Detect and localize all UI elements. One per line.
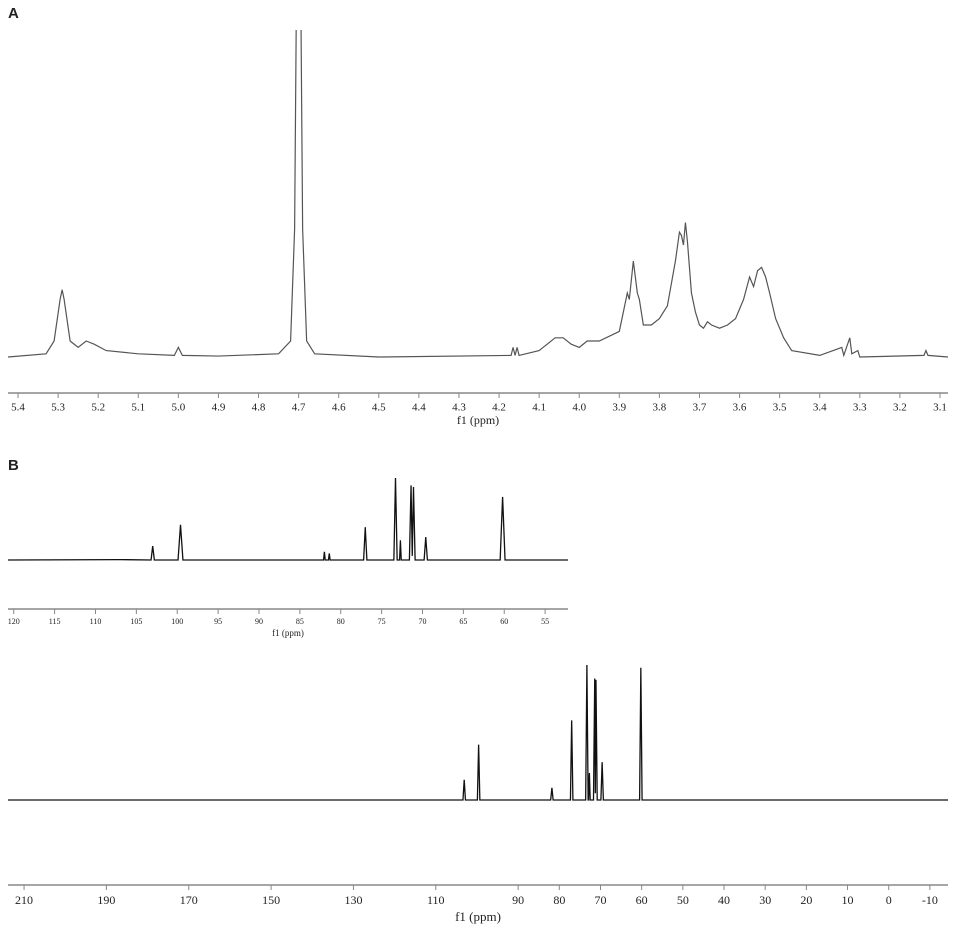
x-axis-label: f1 (ppm)	[272, 628, 304, 638]
x-tick-label: 100	[171, 617, 183, 626]
x-tick-label: 60	[500, 617, 508, 626]
x-tick-label: 85	[296, 617, 304, 626]
x-tick-label: 5.3	[51, 402, 65, 414]
x-tick-label: 4.5	[372, 402, 386, 414]
x-tick-label: 5.4	[11, 402, 25, 414]
x-tick-label: 95	[214, 617, 222, 626]
x-tick-label: 80	[553, 893, 565, 907]
x-tick-label: 30	[759, 893, 771, 907]
x-tick-label: 4.7	[292, 402, 306, 414]
x-tick-label: 190	[97, 893, 115, 907]
spectrum-line	[7, 477, 568, 561]
x-tick-label: 60	[636, 893, 648, 907]
x-tick-label: -10	[922, 893, 938, 907]
x-tick-label: 130	[344, 893, 362, 907]
x-tick-label: 4.9	[212, 402, 226, 414]
x-tick-label: 4.8	[252, 402, 266, 414]
x-tick-label: 90	[512, 893, 524, 907]
x-tick-label: 90	[255, 617, 263, 626]
spectrum-line	[7, 30, 949, 358]
x-tick-label: 40	[718, 893, 730, 907]
x-tick-label: 170	[180, 893, 198, 907]
x-tick-label: 4.6	[332, 402, 346, 414]
x-tick-label: 4.0	[572, 402, 586, 414]
x-tick-label: 4.1	[532, 402, 546, 414]
x-tick-label: 3.4	[813, 402, 827, 414]
x-tick-label: 110	[90, 617, 102, 626]
x-tick-label: 3.2	[893, 402, 907, 414]
x-tick-label: 3.5	[773, 402, 787, 414]
x-tick-label: 3.1	[933, 402, 947, 414]
x-tick-label: 80	[337, 617, 345, 626]
x-tick-label: 5.2	[91, 402, 105, 414]
x-tick-label: 70	[418, 617, 426, 626]
x-tick-label: 10	[842, 893, 854, 907]
x-tick-label: 3.6	[733, 402, 747, 414]
x-tick-label: 5.1	[131, 402, 145, 414]
x-tick-label: 3.8	[653, 402, 667, 414]
x-tick-label: 50	[677, 893, 689, 907]
x-tick-label: 4.2	[492, 402, 506, 414]
x-tick-label: 55	[541, 617, 549, 626]
x-tick-label: 3.3	[853, 402, 867, 414]
spectrum-line	[8, 664, 948, 801]
x-axis-label: f1 (ppm)	[457, 413, 499, 427]
x-tick-label: 65	[459, 617, 467, 626]
x-tick-label: 0	[886, 893, 892, 907]
x-tick-label: 4.3	[452, 402, 466, 414]
x-tick-label: 75	[378, 617, 386, 626]
x-tick-label: 105	[130, 617, 142, 626]
x-tick-label: 4.4	[412, 402, 426, 414]
x-tick-label: 3.7	[693, 402, 707, 414]
x-tick-label: 210	[15, 893, 33, 907]
x-axis-label: f1 (ppm)	[455, 909, 501, 924]
x-tick-label: 110	[427, 893, 445, 907]
x-tick-label: 70	[594, 893, 606, 907]
x-tick-label: 20	[800, 893, 812, 907]
x-tick-label: 120	[8, 617, 20, 626]
x-tick-label: 5.0	[171, 402, 185, 414]
panel-label: B	[8, 457, 19, 474]
x-tick-label: 115	[49, 617, 61, 626]
x-tick-label: 3.9	[612, 402, 626, 414]
x-tick-label: 150	[262, 893, 280, 907]
panel-label: A	[8, 5, 19, 22]
